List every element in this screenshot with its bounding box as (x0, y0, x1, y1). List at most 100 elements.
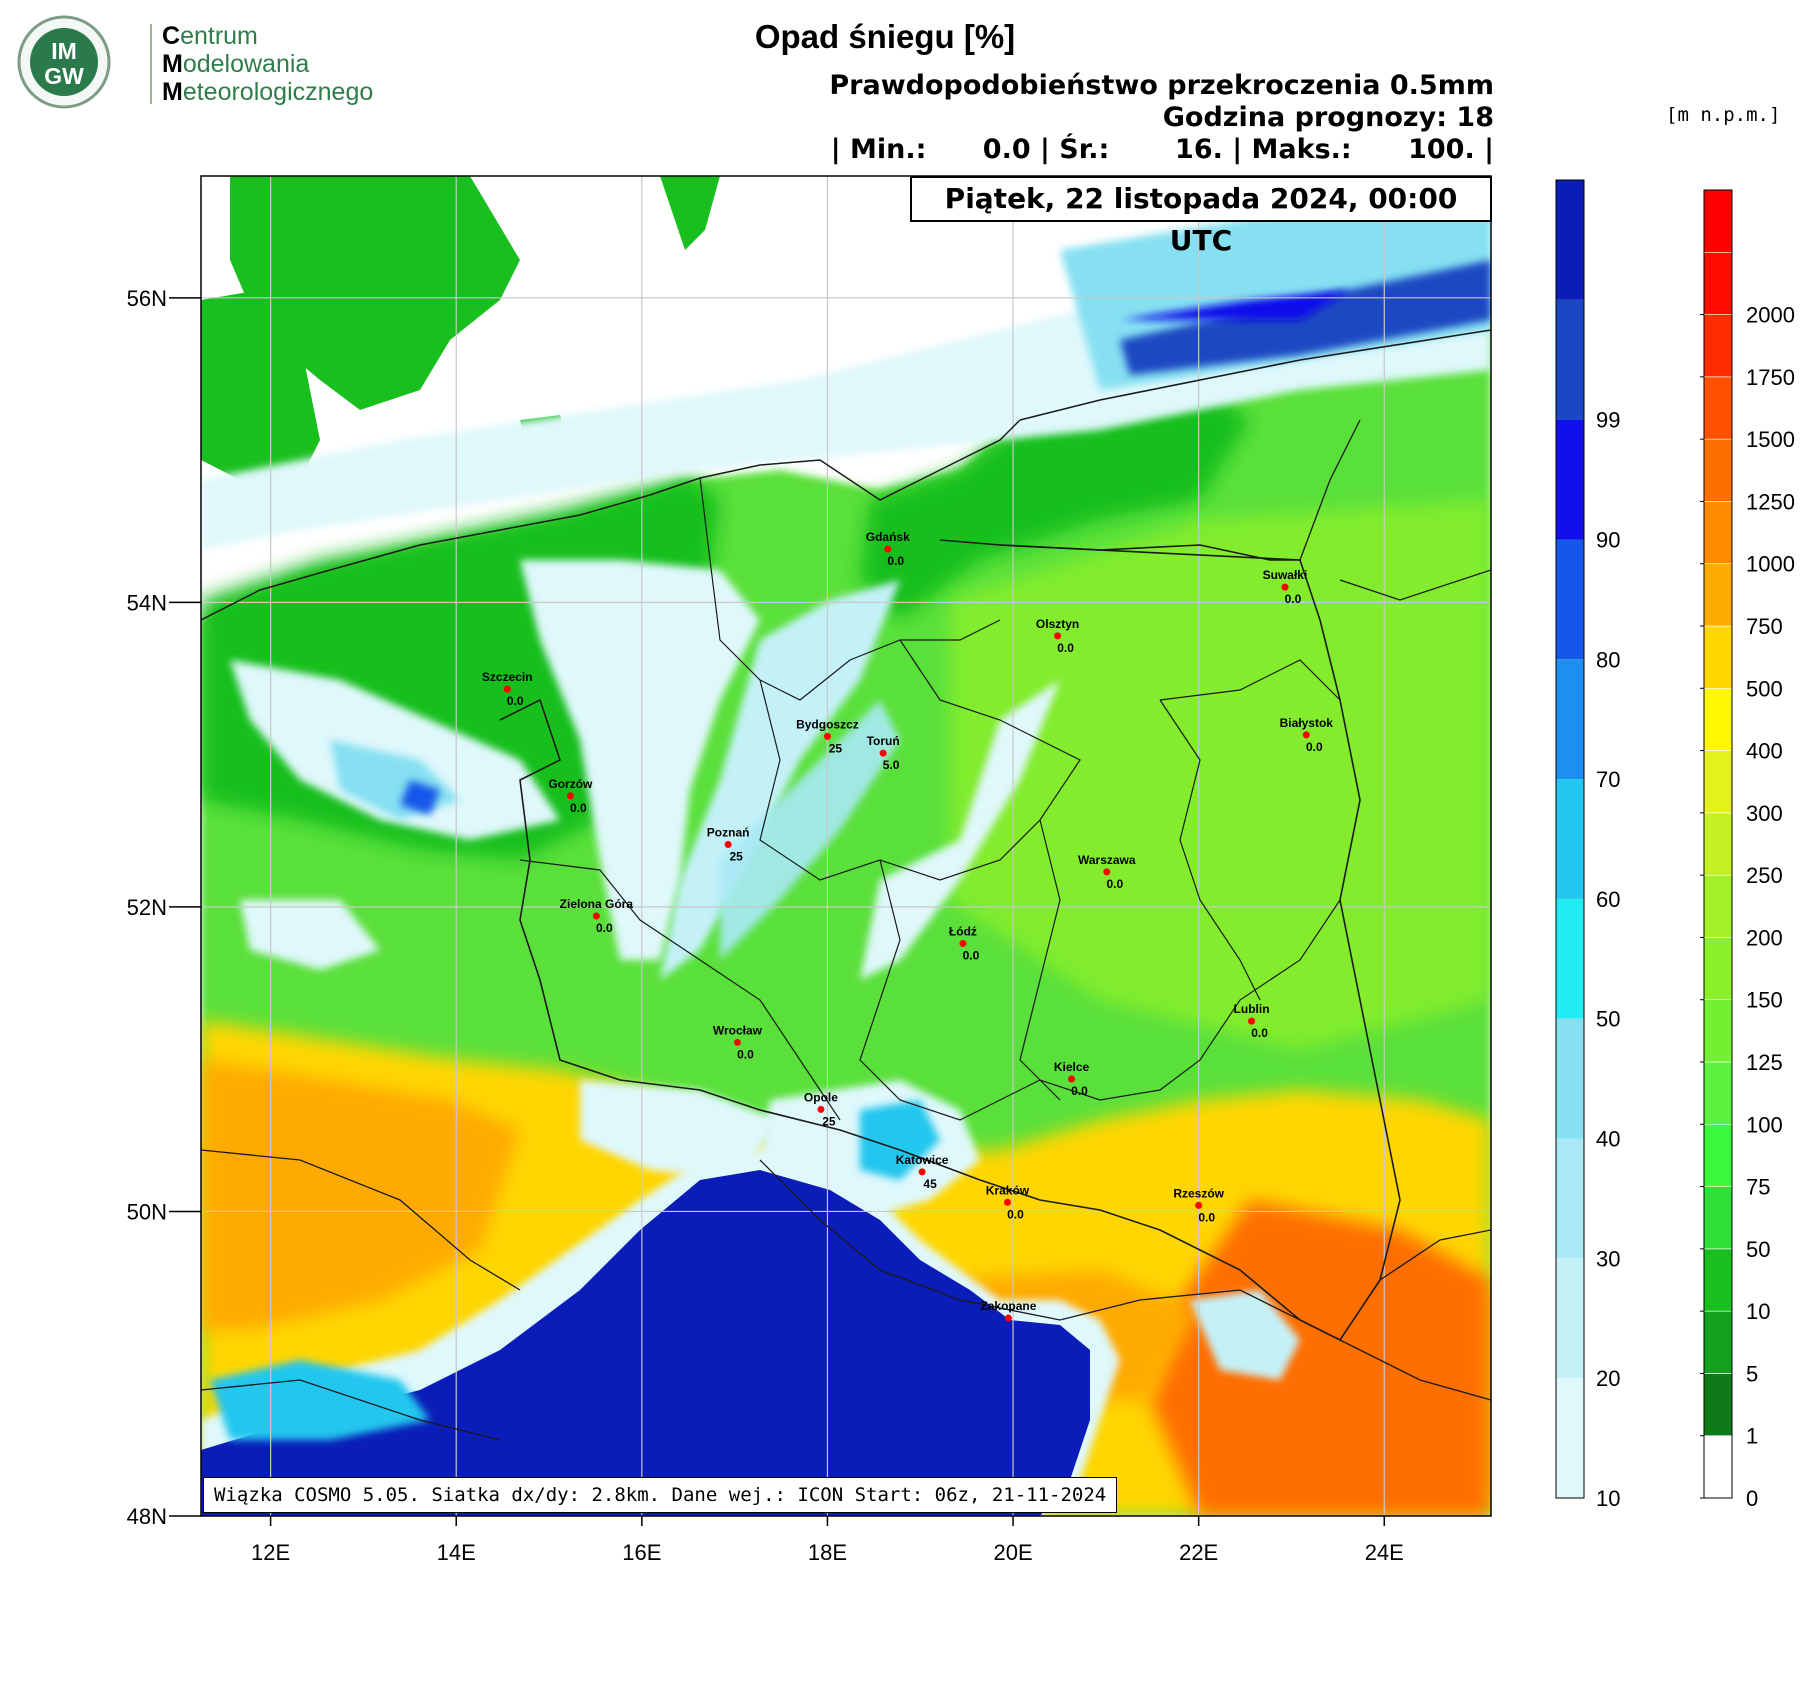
height-colorbar-label: 1750 (1746, 365, 1795, 390)
city-value: 0.0 (1106, 877, 1123, 891)
city-name: Rzeszów (1173, 1186, 1224, 1200)
height-colorbar-label: 50 (1746, 1237, 1770, 1262)
height-colorbar-segment (1703, 376, 1733, 440)
city-dot (503, 685, 511, 693)
city-marker: Opole 25 (804, 1090, 838, 1128)
height-colorbar-segment (1703, 1248, 1733, 1312)
height-colorbar-label: 150 (1746, 988, 1783, 1013)
height-colorbar-label: 125 (1746, 1050, 1783, 1075)
city-marker: Zakopane (980, 1299, 1037, 1322)
snow-colorbar-segment (1556, 1138, 1584, 1259)
poland-border (499, 539, 1401, 1342)
land-denmark (201, 290, 320, 500)
snow-patch-bieszczady (1190, 1290, 1300, 1380)
snow-colorbar-label: 30 (1596, 1246, 1620, 1271)
logo-line-1: Centrum (162, 22, 258, 50)
snow-colorbar-segment (1556, 419, 1584, 540)
terrain-height-colorbar: 0 1 5 10 50 75 100 125 150 200 250 300 400 500 750 1000… (1700, 189, 1795, 1511)
city-name: Bydgoszcz (796, 717, 859, 731)
snow-colorbar-segment (1556, 779, 1584, 899)
snow-band-lodz (860, 680, 1060, 980)
city-value: 0.0 (507, 694, 524, 708)
city-value: 0.0 (963, 948, 980, 962)
lon-label: 16E (622, 1540, 661, 1565)
city-dot (1004, 1314, 1012, 1322)
height-colorbar-label: 250 (1746, 863, 1783, 888)
height-colorbar-segment (1703, 999, 1733, 1063)
height-colorbar-label: 300 (1746, 801, 1783, 826)
lat-label: 52N (127, 895, 167, 920)
snow-patch-silesia-core (860, 1100, 940, 1180)
voivodeship-border-east (1019, 659, 1341, 1101)
city-dot (1248, 1017, 1256, 1025)
city-marker: Gorzów 0.0 (548, 777, 593, 815)
height-colorbar-segment (1703, 501, 1733, 565)
city-markers: Gdańsk 0.0 Suwałki 0.0 Olsztyn 0.0 Szczecin 0.0… (482, 530, 1333, 1322)
logo-badge-top: IM (51, 38, 77, 64)
snow-colorbar-segment (1556, 539, 1584, 660)
height-colorbar-segment (1703, 438, 1733, 502)
height-colorbar-label: 200 (1746, 925, 1783, 950)
city-dot (817, 1105, 825, 1113)
city-value: 0.0 (570, 801, 587, 815)
city-value: 45 (923, 1177, 937, 1191)
height-colorbar-label: 0 (1746, 1486, 1758, 1511)
city-dot (592, 912, 600, 920)
height-colorbar-label: 10 (1746, 1299, 1770, 1324)
logo-line-3: Meteorologicznego (162, 78, 374, 106)
map-title: Opad śniegu [%] (754, 18, 1016, 55)
eastern-country-borders (1299, 419, 1491, 1281)
snow-colorbar-segment (1556, 1378, 1584, 1498)
snow-colorbar-label: 40 (1596, 1127, 1620, 1152)
city-marker: Łódź 0.0 (949, 924, 980, 962)
city-name: Kielce (1054, 1060, 1090, 1074)
snow-colorbar-label: 10 (1596, 1486, 1620, 1511)
city-name: Zakopane (980, 1299, 1036, 1313)
subtitle-statistics: | Min.: 0.0 | Śr.: 16. | Maks.: 100. | (830, 134, 1494, 165)
lon-label: 18E (808, 1540, 847, 1565)
height-colorbar-segment (1703, 625, 1733, 689)
lon-label: 24E (1365, 1540, 1404, 1565)
height-colorbar-segment (1703, 937, 1733, 1001)
city-name: Zielona Góra (560, 897, 634, 911)
city-dot (879, 749, 887, 757)
snow-colorbar-label: 50 (1596, 1007, 1620, 1032)
subtitle-forecast-hour: Godzina prognozy: 18 (1162, 102, 1494, 133)
snow-band-szczecin (230, 660, 560, 840)
city-name: Suwałki (1263, 568, 1308, 582)
city-dot (823, 732, 831, 740)
height-colorbar-segment (1703, 687, 1733, 751)
voivodeship-border-north (699, 477, 1001, 701)
land-green-north (860, 380, 1250, 620)
city-value: 0.0 (1007, 1207, 1024, 1221)
coastline (201, 419, 1021, 621)
logo-badge-bottom: GW (44, 63, 84, 89)
height-colorbar-segment (1703, 1123, 1733, 1187)
city-name: Łódź (949, 924, 977, 938)
city-dot (566, 792, 574, 800)
snow-patch-west (240, 900, 380, 970)
height-colorbar-segment (1703, 189, 1733, 253)
city-value: 25 (729, 849, 743, 863)
city-marker: Wrocław 0.0 (713, 1023, 763, 1061)
height-colorbar-label: 75 (1746, 1175, 1770, 1200)
forecast-date: Piątek, 22 listopada 2024, 00:00 UTC (910, 176, 1492, 257)
snow-colorbar-frame (1555, 179, 1585, 1499)
lon-label: 14E (437, 1540, 476, 1565)
height-colorbar-segment (1703, 314, 1733, 378)
city-dot (884, 545, 892, 553)
snow-colorbar-label: 70 (1596, 767, 1620, 792)
height-colorbar-segment (1703, 874, 1733, 938)
grid-lines (201, 176, 1491, 1516)
height-colorbar-label: 1000 (1746, 552, 1795, 577)
terrain-carpathians-east (1150, 1200, 1491, 1516)
map-field (201, 176, 1491, 1516)
height-colorbar-segment (1703, 1373, 1733, 1437)
city-marker: Katowice 45 (896, 1153, 949, 1191)
height-colorbar-label: 1500 (1746, 427, 1795, 452)
logo-line-2: Modelowania (162, 50, 310, 78)
city-dot (1068, 1075, 1076, 1083)
snow-colorbar-label: 90 (1596, 527, 1620, 552)
city-name: Warszawa (1078, 853, 1136, 867)
city-name: Szczecin (482, 670, 533, 684)
